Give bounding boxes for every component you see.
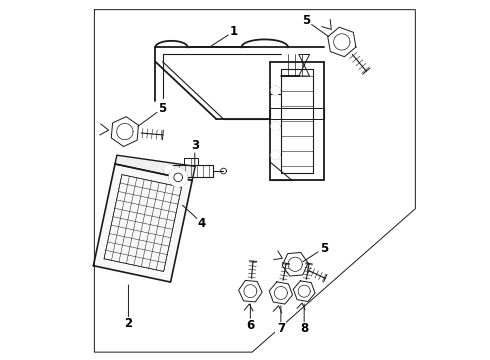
Polygon shape	[170, 165, 213, 177]
Text: 7: 7	[277, 322, 285, 335]
Polygon shape	[169, 168, 187, 186]
Text: 6: 6	[246, 319, 254, 332]
Text: 2: 2	[124, 317, 132, 330]
Text: 5: 5	[320, 242, 328, 255]
Text: 5: 5	[158, 102, 167, 115]
Polygon shape	[94, 164, 192, 282]
Text: 5: 5	[302, 14, 310, 27]
Text: 1: 1	[230, 25, 238, 38]
Polygon shape	[271, 150, 280, 159]
Polygon shape	[271, 86, 280, 95]
Text: 8: 8	[300, 322, 308, 335]
Text: 4: 4	[198, 216, 206, 230]
Polygon shape	[164, 165, 175, 177]
Polygon shape	[115, 155, 195, 180]
Polygon shape	[184, 158, 198, 165]
Polygon shape	[271, 122, 280, 131]
Text: 3: 3	[191, 139, 199, 152]
